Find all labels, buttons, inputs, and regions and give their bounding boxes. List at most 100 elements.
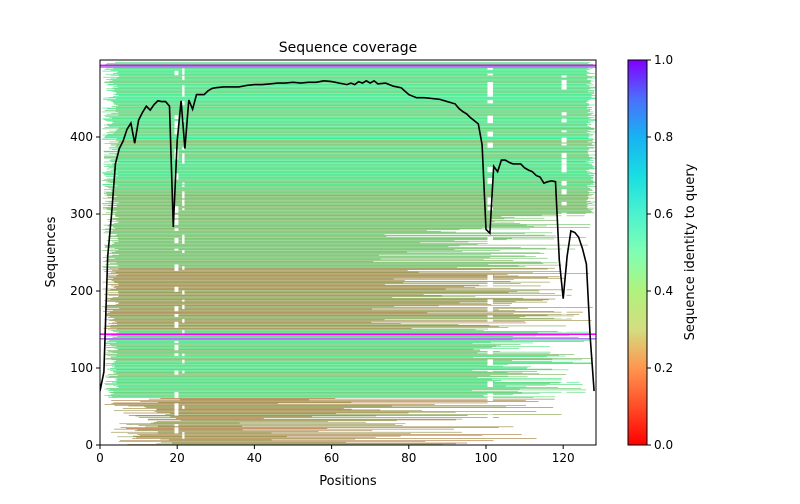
sequence-row [114, 131, 596, 133]
sequence-row [106, 388, 582, 389]
colorbar-label: Sequence identity to query [683, 163, 698, 340]
gap-cell [487, 315, 493, 318]
sequence-row [116, 275, 519, 277]
sequence-row [111, 199, 588, 201]
sequence-row [102, 208, 589, 210]
sequence-row [117, 152, 589, 154]
highlight-rows [100, 64, 596, 340]
sequence-row [156, 409, 381, 411]
sequence-row [106, 90, 595, 91]
sequence-row [104, 179, 591, 181]
sequence-row [112, 318, 572, 320]
sequence-row [113, 223, 521, 224]
sequence-row [118, 387, 559, 388]
sequence-row [118, 284, 480, 286]
sequence-row [118, 303, 512, 304]
sequence-row [117, 185, 588, 187]
x-tick-label: 40 [247, 451, 262, 465]
sequence-row [102, 203, 593, 204]
sequence-row [114, 405, 527, 406]
sequence-row [104, 230, 441, 232]
y-tick-label: 100 [70, 361, 93, 375]
sequence-row [113, 243, 489, 244]
gap-cell [182, 436, 185, 439]
sequence-row [110, 289, 573, 291]
x-tick-label: 120 [552, 451, 575, 465]
sequence-row [115, 110, 590, 112]
sequence-row [108, 294, 572, 296]
sequence-row [120, 427, 499, 428]
sequence-row [116, 382, 560, 384]
sequence-row [140, 401, 539, 402]
gap-cell [487, 67, 493, 70]
gap-cell [182, 250, 185, 253]
sequence-row [156, 443, 456, 445]
sequence-row [112, 211, 592, 213]
gap-cell [174, 228, 179, 231]
sequence-row [111, 359, 583, 361]
sequence-row [117, 222, 490, 224]
sequence-row [114, 365, 504, 367]
gap-cell [182, 191, 185, 195]
sequence-row [108, 261, 542, 263]
sequence-row [108, 317, 520, 318]
gap-cell [487, 359, 493, 363]
sequence-row [104, 137, 588, 138]
sequence-row [117, 150, 588, 151]
sequence-row [118, 441, 426, 442]
sequence-row [103, 150, 596, 152]
sequence-row [116, 378, 565, 379]
gap-cell [174, 427, 179, 434]
sequence-row [140, 435, 483, 436]
colorbar-tick-label: 1.0 [654, 53, 673, 67]
sequence-row [104, 193, 589, 194]
sequence-row [136, 437, 376, 438]
sequence-row [112, 371, 538, 372]
sequence-row [115, 146, 588, 147]
sequence-row [105, 384, 583, 385]
sequence-row [103, 261, 374, 262]
y-axis-label: Sequences [44, 216, 59, 287]
sequence-row [112, 362, 592, 364]
sequence-row [114, 348, 520, 349]
gap-cell [182, 370, 185, 374]
sequence-row [112, 381, 580, 383]
sequence-row [126, 424, 396, 425]
sequence-row [102, 70, 588, 72]
sequence-row [112, 80, 592, 81]
sequence-row [116, 321, 372, 323]
gap-cell [487, 348, 493, 355]
sequence-row [172, 442, 468, 444]
sequence-row [102, 107, 590, 109]
sequence-row [106, 258, 381, 260]
y-tick-label: 0 [85, 438, 93, 452]
sequence-row [102, 134, 589, 136]
sequence-row [102, 250, 501, 251]
sequence-row [106, 132, 587, 134]
gap-cell [174, 321, 179, 328]
sequence-row [110, 70, 587, 71]
gap-cell [487, 237, 493, 240]
sequence-row [107, 197, 589, 198]
sequence-row [115, 215, 585, 217]
gap-cell [487, 238, 493, 245]
sequence-row [112, 252, 541, 254]
sequence-row [117, 353, 550, 355]
sequence-row [103, 189, 593, 191]
sequence-row [102, 184, 595, 185]
sequence-row [106, 170, 590, 172]
sequence-row [105, 176, 592, 177]
gap-cell [487, 381, 493, 387]
sequence-row [106, 301, 516, 302]
sequence-row [112, 351, 551, 353]
sequence-row [118, 140, 594, 142]
sequence-row [103, 311, 554, 312]
sequence-row [123, 412, 409, 414]
gap-cell [182, 432, 185, 434]
gap-cell [561, 137, 567, 143]
sequence-row [104, 69, 590, 70]
sequence-row [115, 214, 542, 216]
gap-cell [487, 381, 493, 383]
sequence-row [115, 304, 492, 305]
sequence-row [115, 234, 545, 236]
